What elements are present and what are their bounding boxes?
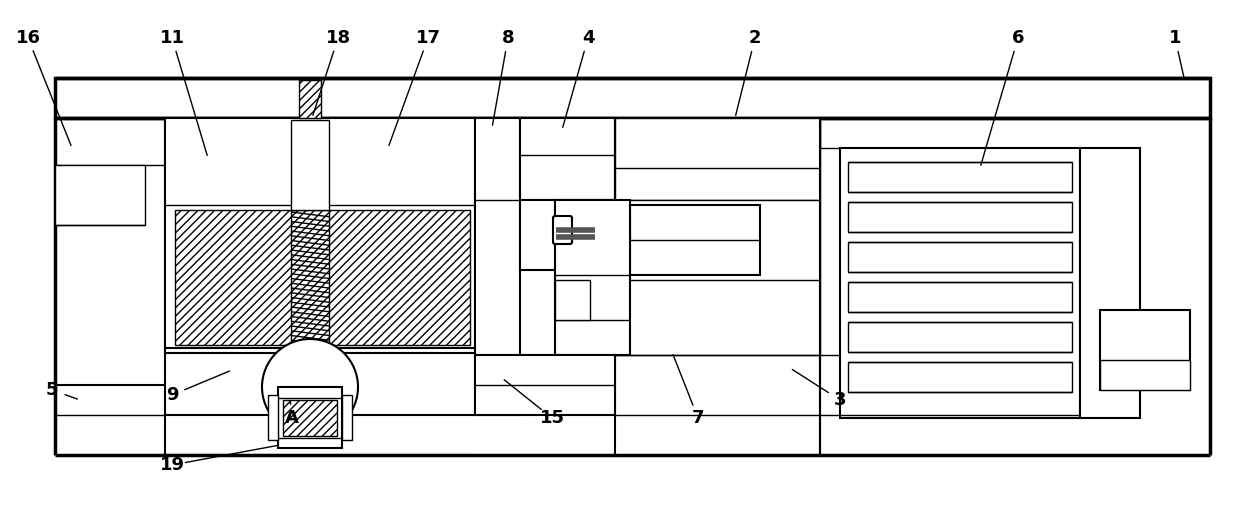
FancyBboxPatch shape bbox=[553, 216, 572, 244]
Text: 4: 4 bbox=[582, 29, 595, 47]
Bar bbox=[475, 355, 615, 415]
Bar bbox=[555, 280, 590, 320]
Bar bbox=[847, 242, 1072, 272]
Bar bbox=[847, 202, 1072, 232]
Text: 5: 5 bbox=[46, 381, 58, 399]
Text: 2: 2 bbox=[748, 29, 761, 47]
Bar bbox=[520, 118, 615, 200]
Text: 7: 7 bbox=[691, 409, 704, 427]
Bar bbox=[1100, 360, 1189, 390]
Bar bbox=[520, 200, 615, 270]
Text: A: A bbox=[285, 409, 299, 427]
Bar bbox=[1100, 310, 1189, 390]
Bar bbox=[560, 225, 624, 233]
Bar bbox=[475, 118, 520, 415]
Text: 16: 16 bbox=[16, 29, 41, 47]
Bar bbox=[55, 78, 1211, 118]
Bar bbox=[1080, 148, 1140, 418]
Bar bbox=[847, 282, 1072, 312]
Bar bbox=[291, 348, 330, 385]
Text: 19: 19 bbox=[160, 456, 185, 474]
Text: 11: 11 bbox=[160, 29, 185, 47]
Bar bbox=[847, 362, 1072, 392]
Bar bbox=[847, 162, 1072, 192]
Text: 8: 8 bbox=[502, 29, 514, 47]
Text: 6: 6 bbox=[1012, 29, 1025, 47]
Circle shape bbox=[261, 339, 358, 435]
Bar bbox=[55, 165, 145, 225]
Bar bbox=[615, 200, 820, 355]
Text: 3: 3 bbox=[834, 391, 846, 409]
Text: 17: 17 bbox=[415, 29, 441, 47]
Text: 9: 9 bbox=[166, 386, 178, 404]
Text: 18: 18 bbox=[326, 29, 351, 47]
Text: 1: 1 bbox=[1168, 29, 1181, 47]
Bar bbox=[847, 322, 1072, 352]
Bar bbox=[840, 148, 1080, 418]
Bar bbox=[291, 120, 330, 210]
Bar bbox=[299, 80, 321, 118]
Bar bbox=[278, 387, 342, 448]
Bar bbox=[268, 395, 278, 440]
Bar bbox=[175, 210, 470, 345]
Bar bbox=[555, 200, 629, 355]
Bar bbox=[615, 118, 820, 200]
Bar bbox=[282, 400, 337, 436]
Text: 15: 15 bbox=[539, 409, 565, 427]
Bar bbox=[555, 218, 629, 240]
Bar bbox=[342, 395, 352, 440]
Bar bbox=[629, 205, 760, 275]
Bar bbox=[165, 118, 475, 353]
